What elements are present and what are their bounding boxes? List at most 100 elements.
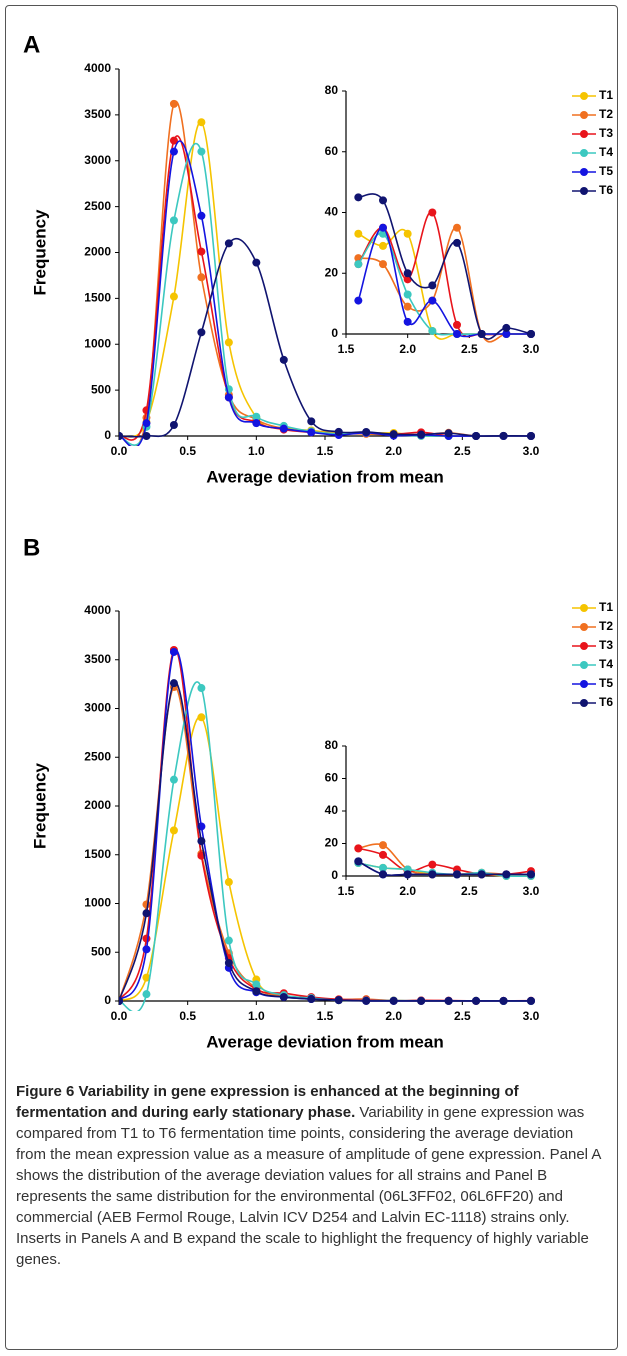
y-tick-label: 2000: [84, 245, 111, 259]
data-point: [428, 860, 437, 869]
data-point: [169, 99, 178, 108]
data-point: [142, 419, 151, 428]
legend-label: T4: [599, 657, 613, 671]
data-point: [169, 292, 178, 301]
plot-area: [119, 646, 535, 1011]
y-tick-label: 60: [325, 771, 339, 785]
data-point: [334, 996, 343, 1005]
legend-label: T6: [599, 695, 613, 709]
y-tick-label: 500: [91, 382, 111, 396]
data-point: [472, 996, 481, 1005]
x-tick-label: 3.0: [523, 884, 540, 898]
y-tick-label: 20: [325, 265, 339, 279]
data-point: [354, 844, 363, 853]
legend-label: T5: [599, 676, 613, 690]
data-point: [197, 147, 206, 156]
plot-area: [119, 99, 535, 446]
legend-marker: [580, 111, 588, 119]
data-point: [444, 996, 453, 1005]
x-tick-label: 0.5: [179, 444, 196, 458]
series-line: [119, 716, 532, 1002]
data-point: [453, 223, 461, 232]
data-point: [169, 420, 178, 429]
data-point: [224, 878, 233, 887]
legend-marker: [580, 642, 588, 650]
x-tick-label: 2.0: [385, 444, 402, 458]
y-tick-label: 4000: [84, 603, 111, 617]
data-point: [527, 330, 535, 338]
data-point: [477, 870, 486, 879]
data-point: [379, 260, 387, 269]
data-point: [197, 684, 206, 693]
y-tick-label: 40: [325, 205, 339, 219]
x-tick-label: 2.5: [454, 1009, 471, 1023]
x-tick-label: 1.0: [248, 1009, 265, 1023]
data-point: [502, 330, 511, 338]
data-point: [224, 393, 233, 402]
data-point: [428, 870, 437, 879]
y-tick-label: 1000: [84, 336, 111, 350]
legend-label: T2: [599, 107, 613, 121]
x-tick-label: 1.5: [338, 884, 355, 898]
data-point: [403, 317, 412, 326]
series-line: [358, 226, 531, 343]
charts: A 0 500 1000 1500 2000 2500 3000 3500 4000 0.0 0.5 1…: [23, 31, 613, 1051]
y-tick-label: 3500: [84, 107, 111, 121]
x-tick-label: 2.5: [461, 884, 478, 898]
data-point: [169, 775, 178, 784]
x-tick-label: 0.5: [179, 1009, 196, 1023]
y-tick-label: 20: [325, 836, 339, 850]
series-line: [119, 142, 531, 446]
legend-label: T5: [599, 164, 613, 178]
data-point: [279, 355, 288, 364]
legend-marker: [580, 604, 588, 612]
y-tick-label: 0: [104, 428, 111, 442]
data-point: [477, 330, 486, 338]
x-tick-label: 2.5: [461, 342, 478, 356]
data-point: [142, 945, 151, 954]
x-tick-label: 2.5: [454, 444, 471, 458]
legend-marker: [580, 168, 588, 176]
data-point: [389, 430, 398, 439]
data-point: [224, 239, 233, 248]
y-tick-label: 80: [325, 83, 339, 97]
caption: Figure 6 Variability in gene expression …: [16, 1081, 606, 1270]
y-tick-label: 1500: [84, 847, 111, 861]
x-tick-label: 1.5: [317, 1009, 334, 1023]
x-tick-label: 2.0: [399, 342, 416, 356]
data-point: [119, 432, 123, 440]
data-point: [403, 290, 412, 299]
caption-title: Figure 6 Variability in gene expression …: [16, 1083, 519, 1121]
x-tick-label: 1.5: [317, 444, 334, 458]
plot-area: [354, 841, 535, 880]
data-point: [403, 870, 412, 879]
data-point: [502, 870, 511, 879]
data-point: [379, 870, 387, 879]
data-point: [279, 424, 288, 433]
data-point: [527, 870, 535, 879]
y-tick-label: 2500: [84, 749, 111, 763]
data-point: [362, 996, 371, 1005]
data-point: [307, 995, 316, 1004]
data-point: [417, 430, 426, 439]
y-tick-label: 3500: [84, 652, 111, 666]
panel-label: A: [23, 31, 40, 58]
data-point: [252, 258, 261, 267]
data-point: [499, 431, 508, 440]
data-point: [354, 857, 363, 866]
y-tick-label: 3000: [84, 153, 111, 167]
y-tick-label: 80: [325, 738, 339, 752]
data-point: [279, 993, 288, 1002]
data-point: [142, 432, 151, 440]
data-point: [379, 223, 387, 232]
data-point: [354, 229, 363, 238]
data-point: [453, 320, 461, 329]
x-axis-title: Average deviation from mean: [206, 467, 443, 486]
data-point: [527, 432, 535, 440]
legend-marker: [580, 187, 588, 195]
figure: A 0 500 1000 1500 2000 2500 3000 3500 4000 0.0 0.5 1…: [5, 5, 618, 1350]
x-tick-label: 0.0: [111, 444, 128, 458]
data-point: [142, 909, 151, 918]
x-tick-label: 0.0: [111, 1009, 128, 1023]
data-point: [307, 428, 316, 437]
